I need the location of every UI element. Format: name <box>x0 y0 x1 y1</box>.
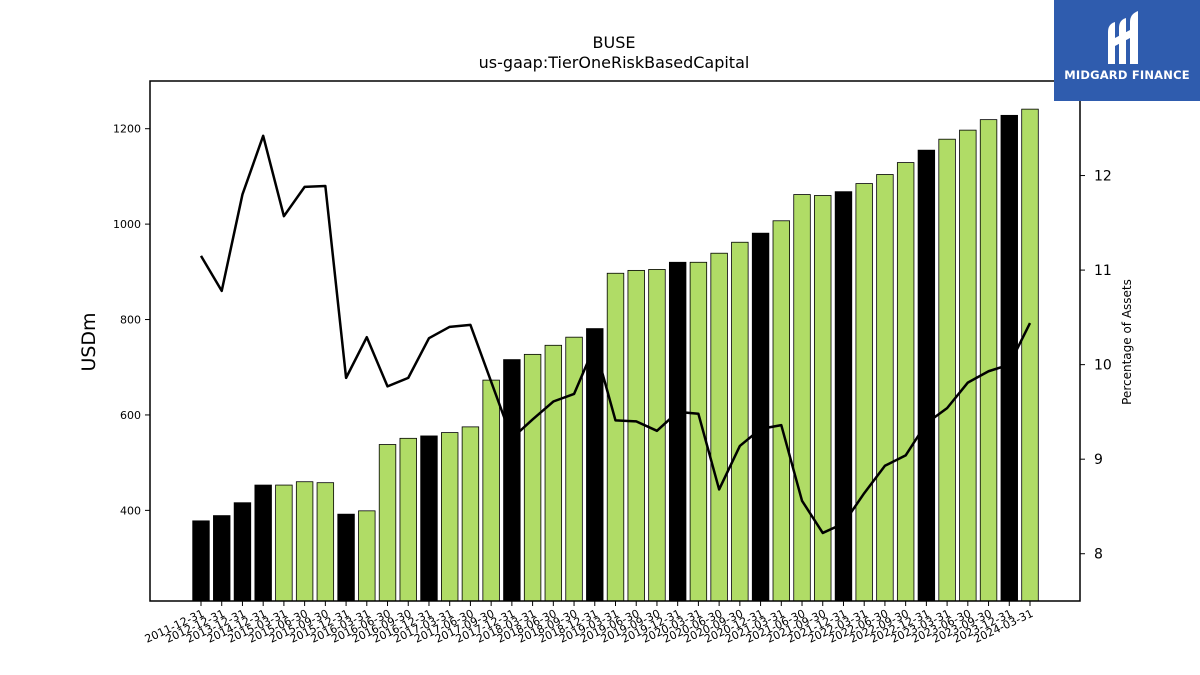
bar-2022-03-31 <box>855 183 873 602</box>
bar-2023-12-31 <box>1000 114 1018 602</box>
x-axis: 2011-12-312012-12-312013-12-312014-12-31… <box>143 601 1035 646</box>
brand-name: MIDGARD FINANCE <box>1064 68 1190 82</box>
bar-2022-06-30 <box>876 174 894 602</box>
y2-tick-label: 12 <box>1094 169 1112 185</box>
bar-2021-12-31 <box>834 191 853 602</box>
bar-2021-09-30 <box>814 195 832 602</box>
bar-2013-12-31 <box>233 502 252 602</box>
bar-2019-09-30 <box>648 269 666 602</box>
percentage-of-assets-line <box>199 134 1032 535</box>
bar-2019-06-30 <box>627 269 645 602</box>
bar-2015-03-31 <box>275 484 293 602</box>
brand-logo: MIDGARD FINANCE <box>1054 0 1200 101</box>
y2-tick-label: 11 <box>1094 263 1112 279</box>
bar-2020-09-30 <box>731 241 749 602</box>
bar-2022-12-31 <box>917 149 936 602</box>
bar-2019-12-31 <box>668 261 687 602</box>
bar-2023-03-31 <box>938 138 956 602</box>
bar-2016-12-31 <box>420 435 438 602</box>
y2-tick-label: 10 <box>1094 358 1112 374</box>
bar-2020-12-31 <box>751 232 770 602</box>
bar-2012-12-31 <box>213 515 231 602</box>
bar-series <box>192 108 1039 602</box>
bar-2020-06-30 <box>710 252 728 602</box>
bar-2016-03-31 <box>358 510 376 602</box>
y-tick-label: 600 <box>120 409 141 422</box>
bar-2023-09-30 <box>979 119 998 602</box>
chart-subtitle: us-gaap:TierOneRiskBasedCapital <box>479 53 750 72</box>
bar-2017-09-30 <box>482 379 500 602</box>
y-tick-label: 400 <box>120 504 141 517</box>
bar-2017-06-30 <box>461 426 480 602</box>
bar-2017-12-31 <box>503 359 521 602</box>
left-axis: 400 600 800 1000 1200 <box>113 123 150 517</box>
bar-2015-09-30 <box>316 482 335 602</box>
y-tick-label: 1200 <box>113 123 141 136</box>
bar-2018-09-30 <box>565 336 583 602</box>
bar-2018-06-30 <box>544 344 563 602</box>
right-axis: 8 9 10 11 12 <box>1080 169 1112 563</box>
bar-2021-03-31 <box>772 220 790 602</box>
bar-2016-09-30 <box>399 437 417 602</box>
midgard-m-logo-icon <box>1108 11 1138 64</box>
bar-2022-09-30 <box>896 162 915 602</box>
y-tick-label: 1000 <box>113 218 141 231</box>
bar-2015-06-30 <box>295 481 314 602</box>
y2-tick-label: 8 <box>1094 547 1103 563</box>
y-tick-label: 800 <box>120 314 141 327</box>
bar-2016-06-30 <box>378 444 397 602</box>
bar-2011-12-31 <box>192 520 210 602</box>
bar-2018-03-31 <box>523 353 542 602</box>
bar-2014-12-31 <box>254 484 272 602</box>
bar-2023-06-30 <box>959 129 977 602</box>
bar-2019-03-31 <box>606 272 625 602</box>
y-axis-label: USDm <box>78 312 100 371</box>
line-series <box>199 134 1032 535</box>
bar-2024-03-31 <box>1021 108 1039 602</box>
bar-2017-03-31 <box>441 432 459 602</box>
y2-axis-label: Percentage of Assets <box>1120 279 1134 405</box>
chart-title: BUSE <box>593 33 636 52</box>
bar-2015-12-31 <box>337 513 355 602</box>
y2-tick-label: 9 <box>1094 452 1103 468</box>
bar-2021-06-30 <box>793 194 811 602</box>
